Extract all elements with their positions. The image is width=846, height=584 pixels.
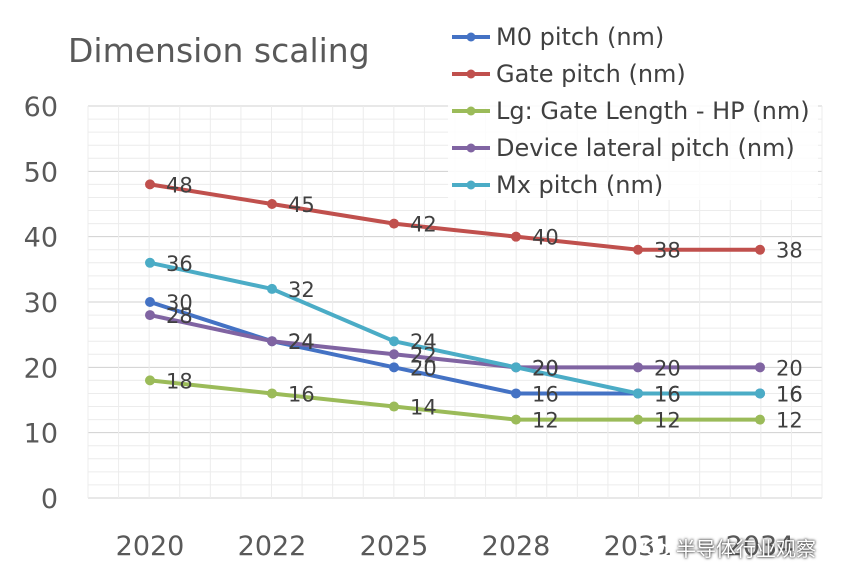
data-label: 16 xyxy=(776,382,803,406)
data-label: 16 xyxy=(288,382,315,406)
data-label: 40 xyxy=(532,226,559,250)
series-line xyxy=(148,313,762,370)
legend-entry: Device lateral pitch (nm) xyxy=(496,134,795,162)
series-line xyxy=(148,182,762,252)
data-label: 32 xyxy=(288,278,315,302)
legend-entry: Gate pitch (nm) xyxy=(496,60,686,88)
data-point xyxy=(389,362,399,373)
data-point xyxy=(511,362,521,373)
data-label: 18 xyxy=(166,369,193,393)
x-tick-label: 2020 xyxy=(116,531,185,562)
legend-entry: Lg: Gate Length - HP (nm) xyxy=(496,97,810,125)
data-point xyxy=(145,179,155,190)
legend-entry: M0 pitch (nm) xyxy=(496,23,664,51)
data-label: 24 xyxy=(410,330,437,354)
y-tick-label: 0 xyxy=(41,484,58,515)
data-point xyxy=(145,257,155,268)
data-point xyxy=(755,362,765,373)
data-label: 38 xyxy=(776,239,803,263)
data-point xyxy=(755,388,765,399)
data-point xyxy=(511,231,521,242)
x-tick-label: 2034 xyxy=(726,531,795,562)
data-point xyxy=(389,349,399,360)
legend-entry: Mx pitch (nm) xyxy=(496,171,663,199)
data-label: 14 xyxy=(410,396,437,420)
legend-marker xyxy=(466,32,476,42)
y-tick-label: 40 xyxy=(24,223,58,254)
x-tick-label: 2031 xyxy=(604,531,673,562)
data-point xyxy=(633,414,643,425)
data-point xyxy=(267,199,277,209)
legend-marker xyxy=(466,180,476,190)
data-label: 24 xyxy=(288,330,315,354)
data-label: 20 xyxy=(654,356,681,380)
data-point xyxy=(389,336,399,347)
data-label: 16 xyxy=(776,382,803,406)
data-point xyxy=(145,375,155,386)
data-label: 16 xyxy=(532,382,559,406)
data-point xyxy=(267,388,277,399)
data-label: 30 xyxy=(166,291,193,315)
legend-marker xyxy=(466,143,476,153)
legend-background xyxy=(448,18,818,200)
series-line xyxy=(148,260,762,396)
legend: M0 pitch (nm) Gate pitch (nm) Lg: Gate Len… xyxy=(448,18,818,200)
data-label: 20 xyxy=(776,356,803,380)
data-point xyxy=(633,388,643,399)
data-point xyxy=(145,297,155,307)
data-label: 42 xyxy=(410,213,437,237)
data-label: 12 xyxy=(654,409,681,433)
y-axis-ticks: 0 10 20 30 40 50 60 xyxy=(24,92,58,515)
legend-marker xyxy=(466,106,476,116)
y-tick-label: 60 xyxy=(24,92,58,123)
wechat-icon xyxy=(644,538,669,556)
data-label: 38 xyxy=(654,239,681,263)
x-tick-label: 2025 xyxy=(360,531,429,562)
data-label: 20 xyxy=(532,356,559,380)
series-line xyxy=(148,378,762,422)
data-label: 48 xyxy=(166,173,193,197)
x-tick-label: 2022 xyxy=(238,531,307,562)
chart-title: Dimension scaling xyxy=(68,31,370,70)
watermark-text: 半导体行业观察 xyxy=(676,537,816,561)
data-point xyxy=(511,388,521,399)
data-point xyxy=(755,244,765,255)
data-point xyxy=(145,310,155,321)
watermark: 半导体行业观察 xyxy=(644,533,816,562)
data-point xyxy=(267,283,277,294)
data-point xyxy=(389,218,399,229)
data-label: 16 xyxy=(654,382,681,406)
legend-marker xyxy=(466,69,476,79)
data-label: 20 xyxy=(410,356,437,380)
data-point xyxy=(633,244,643,255)
data-label: 16 xyxy=(654,382,681,406)
data-point xyxy=(511,414,521,425)
y-tick-label: 10 xyxy=(24,419,58,450)
data-label: 12 xyxy=(532,409,559,433)
y-tick-label: 30 xyxy=(24,288,58,319)
data-label: 24 xyxy=(288,330,315,354)
x-axis-ticks: 2020 2022 2025 2028 2031 2034 xyxy=(116,531,795,562)
data-point xyxy=(755,414,765,425)
data-label: 22 xyxy=(410,343,437,367)
data-label: 28 xyxy=(166,304,193,328)
data-point xyxy=(389,401,399,412)
data-label: 12 xyxy=(776,409,803,433)
y-tick-label: 20 xyxy=(24,353,58,384)
series-lines xyxy=(145,179,765,425)
data-point xyxy=(267,336,277,347)
data-label: 36 xyxy=(166,252,193,276)
data-label: 45 xyxy=(288,193,315,217)
data-point xyxy=(633,362,643,373)
y-tick-label: 50 xyxy=(24,157,58,188)
data-label: 20 xyxy=(532,356,559,380)
x-tick-label: 2028 xyxy=(482,531,551,562)
